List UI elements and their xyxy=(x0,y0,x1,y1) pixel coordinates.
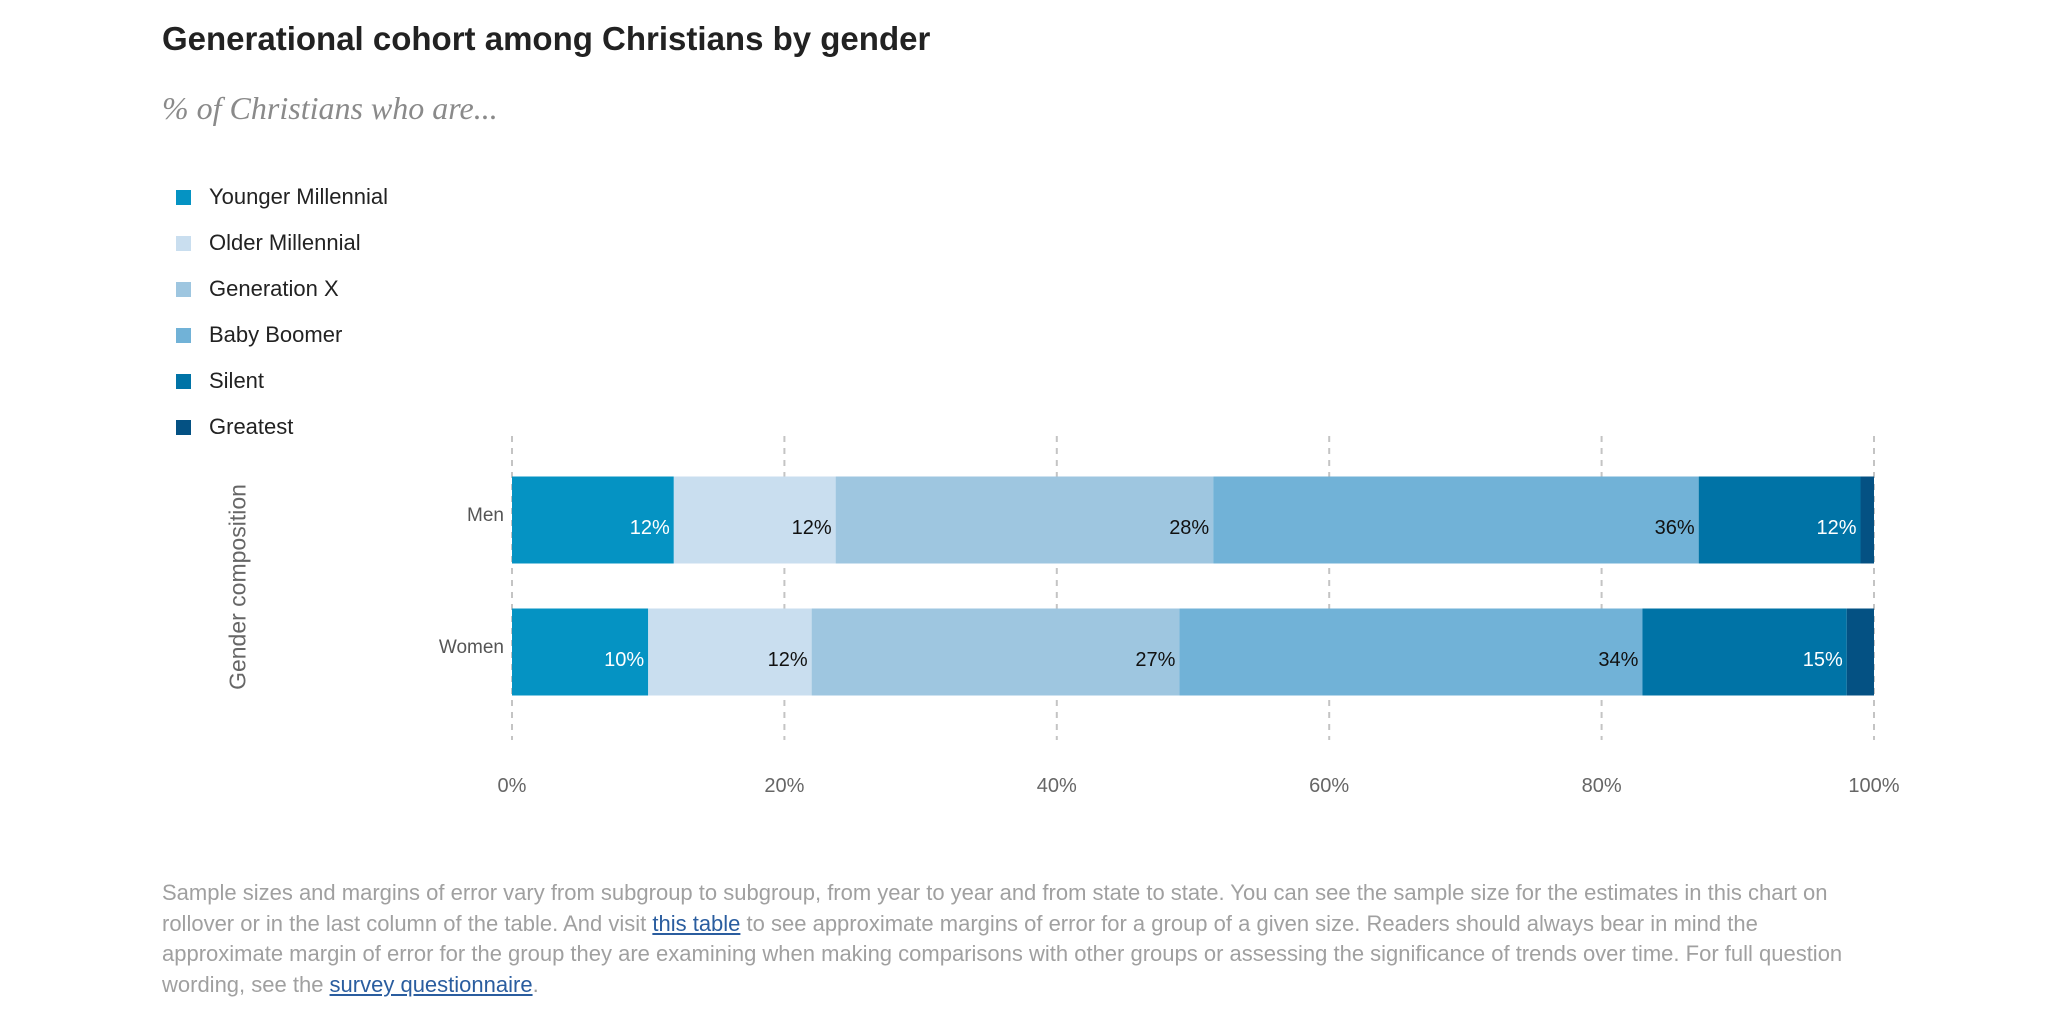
bar-segment[interactable] xyxy=(1213,476,1699,564)
bar-segment[interactable] xyxy=(673,476,836,564)
legend-label: Greatest xyxy=(209,414,294,439)
chart-subtitle: % of Christians who are... xyxy=(162,90,498,126)
data-label: 36% xyxy=(1655,517,1695,539)
bar-segment[interactable] xyxy=(1179,608,1643,696)
legend-item-baby-boomer[interactable]: Baby Boomer xyxy=(176,312,388,358)
legend-swatch xyxy=(176,281,191,297)
bar-segment[interactable] xyxy=(648,608,812,696)
legend-label: Baby Boomer xyxy=(209,322,343,347)
legend-item-older-millennial[interactable]: Older Millennial xyxy=(176,220,388,266)
chart-title: Generational cohort among Christians by … xyxy=(162,20,931,57)
data-label: 15% xyxy=(1803,649,1843,671)
data-label: 12% xyxy=(1816,517,1856,539)
data-label: 27% xyxy=(1135,649,1175,671)
bar-segment[interactable] xyxy=(1698,476,1861,564)
legend-label: Older Millennial xyxy=(209,230,361,255)
data-label: 10% xyxy=(604,649,644,671)
data-label: 12% xyxy=(630,517,670,539)
bar-segment[interactable] xyxy=(512,476,674,564)
footnote-text-3: . xyxy=(532,971,539,997)
stacked-bar-chart: 12% 12% 28% 36% 12% Men 10% 12% 27% 34% 15% Women 0%… xyxy=(439,436,1900,797)
legend-item-generation-x[interactable]: Generation X xyxy=(176,266,388,312)
legend-label: Silent xyxy=(209,368,265,393)
footnote-text-2: to see approximate margins of error for … xyxy=(162,910,1843,997)
category-label: Men xyxy=(467,505,504,526)
legend-item-greatest[interactable]: Greatest xyxy=(176,404,388,450)
x-tick-label: 80% xyxy=(1582,775,1622,797)
category-label: Women xyxy=(439,637,504,658)
bar-segment[interactable] xyxy=(512,608,649,696)
footnote: Sample sizes and margins of error vary f… xyxy=(162,878,1882,1000)
legend-swatch xyxy=(176,189,191,205)
this-table-link[interactable]: this table xyxy=(652,910,741,936)
bar-segment[interactable] xyxy=(1642,608,1847,696)
legend-swatch xyxy=(176,327,191,343)
survey-questionnaire-link[interactable]: survey questionnaire xyxy=(329,971,533,997)
data-label: 12% xyxy=(792,517,832,539)
bar-segment[interactable] xyxy=(1860,476,1874,564)
legend-item-silent[interactable]: Silent xyxy=(176,358,388,404)
x-tick-label: 0% xyxy=(498,775,527,797)
footnote-text-1: Sample sizes and margins of error vary f… xyxy=(162,880,1828,936)
x-tick-label: 20% xyxy=(764,775,804,797)
x-tick-label: 60% xyxy=(1309,775,1349,797)
legend-swatch xyxy=(176,419,191,435)
legend-label: Younger Millennial xyxy=(209,184,388,209)
legend-swatch xyxy=(176,373,191,389)
legend: Younger Millennial Older Millennial Gene… xyxy=(176,174,388,450)
x-tick-label: 40% xyxy=(1037,775,1077,797)
data-label: 12% xyxy=(768,649,808,671)
legend-label: Generation X xyxy=(209,276,339,301)
legend-item-younger-millennial[interactable]: Younger Millennial xyxy=(176,174,388,220)
bar-segment[interactable] xyxy=(1846,608,1874,696)
data-label: 34% xyxy=(1598,649,1638,671)
bar-segment[interactable] xyxy=(811,608,1180,696)
bar-segment[interactable] xyxy=(835,476,1214,564)
legend-swatch xyxy=(176,235,191,251)
data-label: 28% xyxy=(1169,517,1209,539)
x-tick-label: 100% xyxy=(1848,775,1899,797)
